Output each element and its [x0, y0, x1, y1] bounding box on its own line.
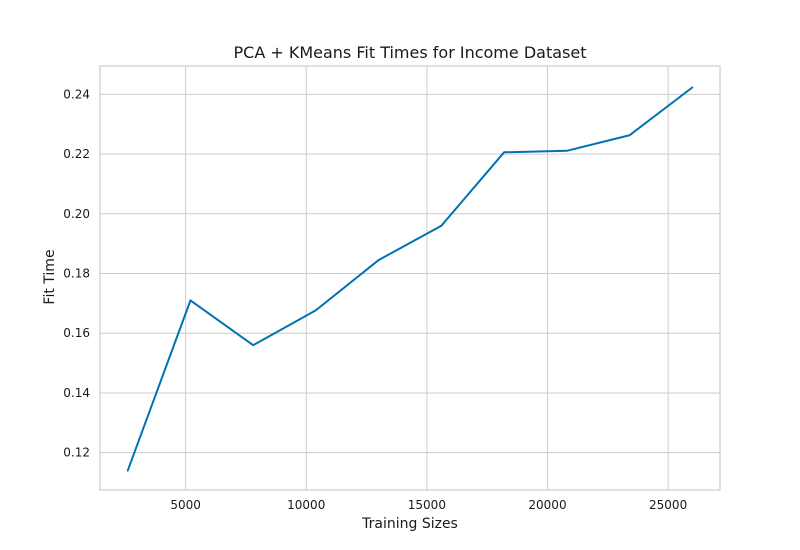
plot-frame — [99, 65, 721, 491]
x-tick-label: 5000 — [170, 498, 201, 512]
y-tick-labels: 0.12 0.14 0.16 0.18 0.20 0.22 0.24 — [63, 87, 90, 459]
fit-time-series-line — [126, 86, 694, 472]
y-axis-label: Fit Time — [42, 249, 58, 304]
y-tick-label: 0.14 — [63, 386, 90, 400]
x-tick-label: 25000 — [649, 498, 687, 512]
series-layer — [126, 86, 694, 472]
chart-title: PCA + KMeans Fit Times for Income Datase… — [234, 43, 587, 62]
x-tick-label: 20000 — [528, 498, 566, 512]
y-tick-label: 0.12 — [63, 446, 90, 460]
x-tick-labels: 5000 10000 15000 20000 25000 — [170, 498, 687, 512]
y-tick-label: 0.20 — [63, 207, 90, 221]
x-tick-label: 15000 — [408, 498, 446, 512]
y-tick-label: 0.18 — [63, 267, 90, 281]
y-tick-label: 0.24 — [63, 87, 90, 101]
grid-layer — [100, 66, 720, 490]
y-tick-label: 0.22 — [63, 147, 90, 161]
x-tick-label: 10000 — [287, 498, 325, 512]
y-tick-label: 0.16 — [63, 326, 90, 340]
x-axis-label: Training Sizes — [361, 516, 458, 532]
